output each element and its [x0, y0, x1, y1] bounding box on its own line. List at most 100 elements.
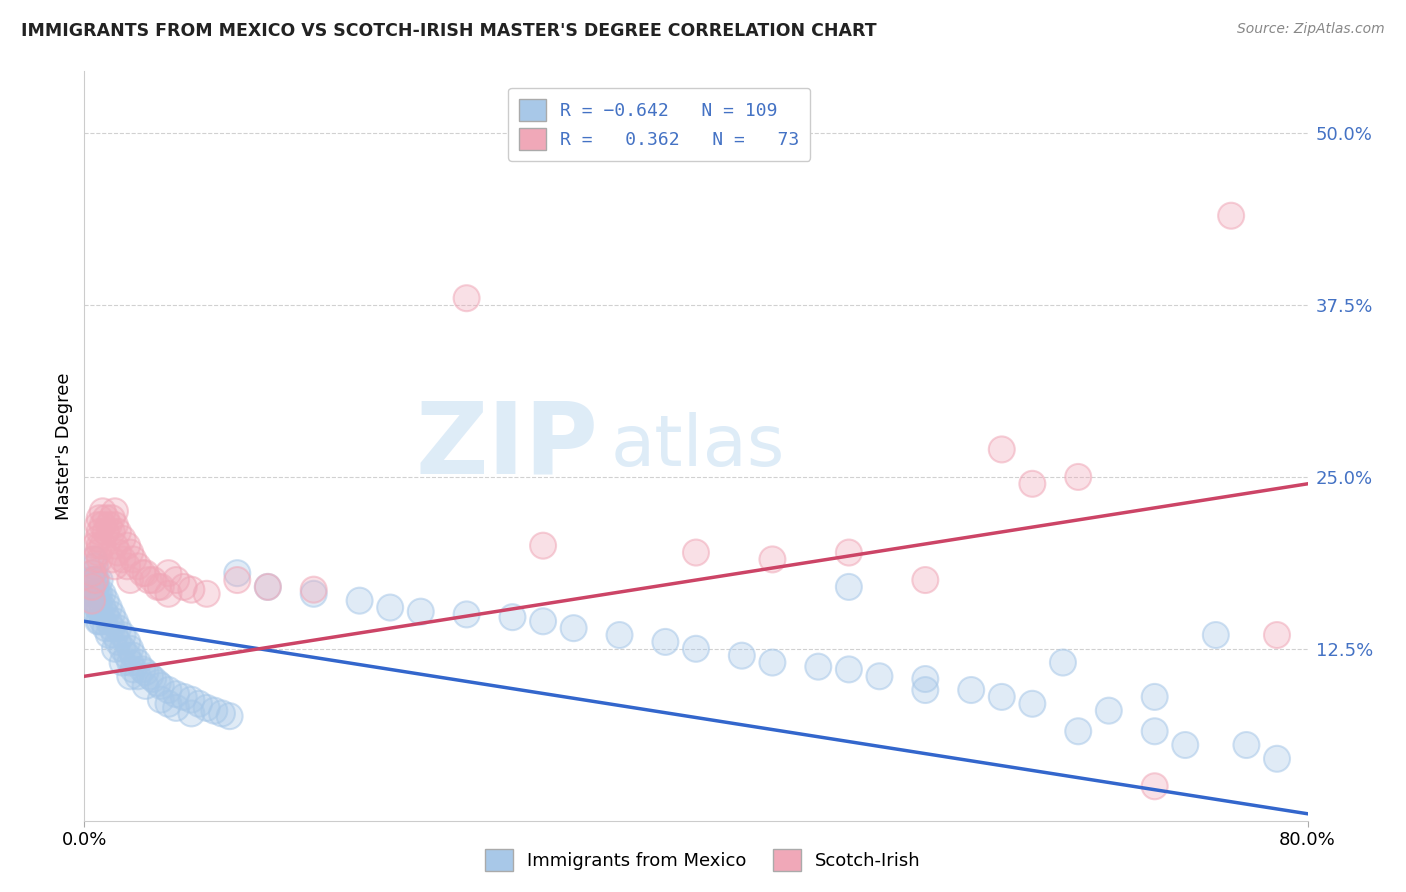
Point	[165, 701, 187, 715]
Point	[127, 669, 149, 683]
Point	[135, 566, 157, 581]
Point	[761, 552, 783, 566]
Point	[211, 706, 233, 721]
Point	[97, 628, 120, 642]
Point	[456, 291, 478, 305]
Point	[89, 552, 111, 566]
Point	[84, 573, 107, 587]
Point	[104, 628, 127, 642]
Point	[226, 573, 249, 587]
Point	[120, 545, 142, 559]
Point	[807, 659, 830, 673]
Point	[84, 573, 107, 587]
Point	[869, 669, 891, 683]
Point	[157, 566, 180, 581]
Point	[127, 656, 149, 670]
Point	[562, 621, 585, 635]
Legend: Immigrants from Mexico, Scotch-Irish: Immigrants from Mexico, Scotch-Irish	[478, 842, 928, 879]
Point	[180, 582, 202, 597]
Point	[731, 648, 754, 663]
Point	[685, 641, 707, 656]
Point	[257, 580, 280, 594]
Point	[257, 580, 280, 594]
Point	[84, 573, 107, 587]
Point	[111, 552, 134, 566]
Point	[149, 580, 172, 594]
Point	[80, 573, 103, 587]
Point	[94, 607, 117, 622]
Point	[1067, 724, 1090, 739]
Point	[122, 648, 145, 663]
Point	[120, 656, 142, 670]
Point	[838, 545, 860, 559]
Point	[122, 552, 145, 566]
Point	[1143, 779, 1166, 793]
Point	[107, 545, 129, 559]
Point	[84, 559, 107, 574]
Point	[104, 615, 127, 629]
Point	[173, 690, 195, 704]
Point	[135, 665, 157, 680]
Y-axis label: Master's Degree: Master's Degree	[55, 372, 73, 520]
Point	[302, 587, 325, 601]
Point	[807, 659, 830, 673]
Point	[142, 573, 165, 587]
Point	[135, 665, 157, 680]
Point	[685, 545, 707, 559]
Point	[104, 628, 127, 642]
Point	[115, 648, 138, 663]
Point	[104, 559, 127, 574]
Point	[89, 573, 111, 587]
Point	[173, 580, 195, 594]
Point	[456, 607, 478, 622]
Point	[97, 518, 120, 533]
Point	[139, 669, 162, 683]
Point	[101, 552, 124, 566]
Point	[83, 573, 105, 587]
Point	[94, 593, 117, 607]
Point	[84, 587, 107, 601]
Point	[1174, 738, 1197, 752]
Point	[87, 532, 110, 546]
Point	[87, 587, 110, 601]
Point	[122, 552, 145, 566]
Point	[97, 628, 120, 642]
Point	[685, 641, 707, 656]
Point	[146, 580, 169, 594]
Point	[127, 669, 149, 683]
Point	[83, 587, 105, 601]
Point	[165, 573, 187, 587]
Text: Source: ZipAtlas.com: Source: ZipAtlas.com	[1237, 22, 1385, 37]
Point	[180, 706, 202, 721]
Point	[89, 552, 111, 566]
Point	[1220, 209, 1243, 223]
Point	[101, 621, 124, 635]
Point	[654, 635, 676, 649]
Point	[94, 524, 117, 539]
Point	[609, 628, 631, 642]
Point	[349, 593, 371, 607]
Point	[120, 573, 142, 587]
Point	[87, 532, 110, 546]
Point	[188, 697, 211, 711]
Point	[1021, 476, 1043, 491]
Point	[101, 552, 124, 566]
Point	[94, 511, 117, 525]
Point	[157, 683, 180, 698]
Point	[180, 582, 202, 597]
Point	[991, 442, 1014, 457]
Point	[302, 582, 325, 597]
Point	[146, 676, 169, 690]
Point	[84, 559, 107, 574]
Point	[80, 593, 103, 607]
Point	[104, 518, 127, 533]
Point	[111, 656, 134, 670]
Point	[89, 587, 111, 601]
Point	[165, 687, 187, 701]
Point	[761, 552, 783, 566]
Point	[104, 539, 127, 553]
Point	[115, 539, 138, 553]
Point	[104, 641, 127, 656]
Point	[91, 504, 114, 518]
Point	[1174, 738, 1197, 752]
